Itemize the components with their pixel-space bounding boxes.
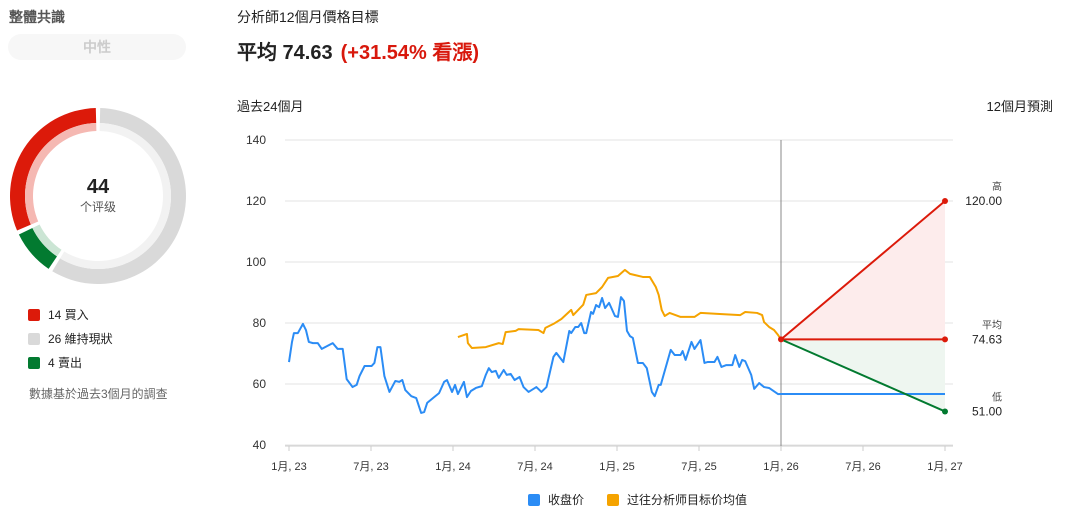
hold-swatch xyxy=(28,332,40,345)
y-tick-label: 100 xyxy=(246,255,266,269)
legend-hold-text: 26 維持現狀 xyxy=(48,332,113,346)
donut-center: 44 个评级 xyxy=(48,176,148,215)
donut-segment-buy xyxy=(10,108,97,231)
forecast-high-point xyxy=(942,198,948,204)
rating-donut xyxy=(10,108,187,284)
x-tick-label: 1月, 25 xyxy=(599,461,634,473)
legend-hold: 26 維持現狀 xyxy=(28,330,113,347)
forecast-avg-point xyxy=(942,336,948,343)
donut-inner-segment-buy xyxy=(25,123,97,225)
legend-sell-text: 4 賣出 xyxy=(48,356,83,370)
target-swatch xyxy=(607,493,619,506)
forecast-low-label: 低 xyxy=(992,390,1002,403)
y-tick-label: 60 xyxy=(253,377,267,391)
legend-buy: 14 買入 xyxy=(28,306,89,323)
average-target: 平均 74.63 (+31.54% 看漲) xyxy=(237,36,479,65)
x-tick-label: 1月, 24 xyxy=(435,461,470,473)
x-tick-label: 1月, 23 xyxy=(271,461,306,473)
forecast-high-line xyxy=(780,200,946,341)
y-tick-label: 80 xyxy=(253,316,267,330)
forecast-start-point xyxy=(778,336,784,343)
x-tick-label: 7月, 25 xyxy=(681,461,716,473)
legend-avg-target: 过往分析师目标价均值 xyxy=(607,491,747,508)
rating-total-label: 个评级 xyxy=(79,200,116,214)
forecast-avg-label: 平均 xyxy=(982,319,1002,331)
forecast-low-value: 51.00 xyxy=(972,404,1002,418)
forecast-low-point xyxy=(942,408,948,415)
forecast-period-label: 12個月預測 xyxy=(986,99,1053,114)
average-value: 平均 74.63 xyxy=(237,42,333,64)
close-swatch xyxy=(528,493,540,506)
y-tick-label: 140 xyxy=(246,133,266,147)
forecast-high-label: 高 xyxy=(992,180,1002,193)
x-tick-label: 1月, 27 xyxy=(927,461,962,473)
upside-change: (+31.54% 看漲) xyxy=(340,42,479,64)
legend-sell: 4 賣出 xyxy=(28,354,82,371)
legend-buy-text: 14 買入 xyxy=(48,308,89,322)
survey-note: 數據基於過去3個月的調查 xyxy=(29,387,168,401)
x-tick-label: 1月, 26 xyxy=(763,461,798,473)
donut-segment-sell xyxy=(18,227,58,269)
price-target-title: 分析師12個月價格目標 xyxy=(237,9,379,25)
sell-swatch xyxy=(28,356,40,369)
x-tick-label: 7月, 24 xyxy=(517,461,552,473)
donut-segment-hold xyxy=(52,108,187,284)
rating-total: 44 xyxy=(86,176,110,198)
avg-target-line xyxy=(457,268,782,350)
forecast-high-value: 120.00 xyxy=(965,194,1002,208)
consensus-title: 整體共識 xyxy=(9,9,65,25)
legend-close-price: 收盘价 xyxy=(528,491,584,508)
buy-swatch xyxy=(28,308,40,321)
legend-target-text: 过往分析师目标价均值 xyxy=(627,493,748,507)
past-period-label: 過去24個月 xyxy=(237,99,304,114)
price-chart: 40 60 80 100 120 140 1月, 23 7月, 23 1月, 24 7月, 24 1… xyxy=(246,133,1002,473)
x-tick-label: 7月, 23 xyxy=(353,461,388,473)
forecast-low-line xyxy=(780,338,946,413)
consensus-rating-badge: 中性 xyxy=(8,34,186,60)
legend-close-text: 收盘价 xyxy=(548,493,585,507)
y-tick-label: 120 xyxy=(246,194,266,208)
x-tick-label: 7月, 26 xyxy=(845,461,880,473)
forecast-avg-value: 74.63 xyxy=(972,332,1002,346)
y-tick-label: 40 xyxy=(253,438,267,452)
close-price-line xyxy=(288,296,945,414)
donut-inner-segment-sell xyxy=(32,224,62,257)
